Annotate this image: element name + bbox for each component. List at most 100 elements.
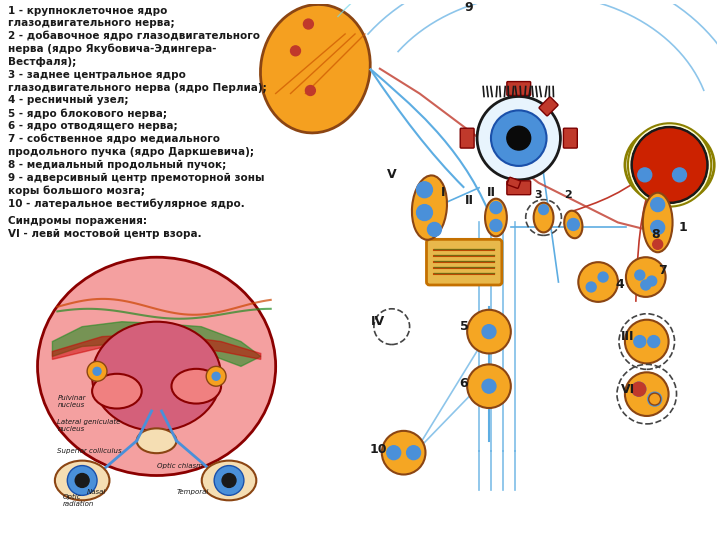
Text: 6 - ядро отводящего нерва;: 6 - ядро отводящего нерва;: [8, 122, 177, 131]
Circle shape: [651, 198, 665, 212]
Polygon shape: [53, 322, 261, 366]
Circle shape: [407, 446, 420, 460]
Circle shape: [632, 127, 707, 202]
Circle shape: [648, 335, 660, 348]
Circle shape: [382, 431, 426, 475]
Ellipse shape: [564, 211, 582, 238]
Text: Pulvinar
nucleus: Pulvinar nucleus: [58, 395, 86, 408]
Text: Синдромы поражения:: Синдромы поражения:: [8, 217, 147, 226]
Text: глазодвигательного нерва;: глазодвигательного нерва;: [8, 18, 174, 28]
FancyBboxPatch shape: [539, 97, 558, 116]
Ellipse shape: [92, 322, 221, 431]
Text: Вестфаля);: Вестфаля);: [8, 57, 76, 67]
FancyBboxPatch shape: [460, 128, 474, 148]
Ellipse shape: [137, 428, 176, 453]
Text: II: II: [464, 194, 474, 207]
Circle shape: [567, 219, 580, 231]
Ellipse shape: [534, 202, 554, 232]
Circle shape: [632, 382, 646, 396]
Circle shape: [648, 392, 662, 406]
Ellipse shape: [55, 461, 109, 501]
Text: 5: 5: [460, 320, 469, 333]
FancyBboxPatch shape: [507, 82, 531, 96]
Circle shape: [651, 220, 665, 234]
Circle shape: [417, 205, 433, 220]
FancyBboxPatch shape: [426, 239, 502, 285]
Text: Temporal: Temporal: [176, 489, 209, 495]
Circle shape: [305, 85, 315, 96]
Text: 8: 8: [652, 228, 660, 241]
Text: 6: 6: [459, 377, 467, 390]
Ellipse shape: [261, 4, 370, 133]
Ellipse shape: [412, 176, 447, 240]
Circle shape: [647, 276, 657, 286]
Circle shape: [586, 282, 596, 292]
Text: Optic chiasm: Optic chiasm: [156, 463, 202, 469]
Text: 2 - добавочное ядро глазодвигательного: 2 - добавочное ядро глазодвигательного: [8, 31, 260, 41]
Circle shape: [632, 127, 707, 202]
Text: 5 - ядро блокового нерва;: 5 - ядро блокового нерва;: [8, 108, 167, 119]
Circle shape: [93, 367, 101, 375]
Text: IV: IV: [371, 315, 385, 328]
Ellipse shape: [92, 374, 142, 409]
Text: 4: 4: [616, 278, 624, 291]
Ellipse shape: [171, 369, 221, 403]
Text: 10: 10: [369, 443, 387, 456]
Text: 1: 1: [678, 221, 687, 234]
Text: 3 - заднее центральное ядро: 3 - заднее центральное ядро: [8, 70, 186, 79]
Polygon shape: [53, 334, 261, 360]
Circle shape: [649, 393, 661, 405]
FancyBboxPatch shape: [507, 177, 521, 188]
Circle shape: [507, 126, 531, 150]
Circle shape: [578, 262, 618, 302]
Text: III: III: [621, 330, 634, 343]
Circle shape: [625, 372, 669, 416]
Text: глазодвигательного нерва (ядро Перлиа);: глазодвигательного нерва (ядро Перлиа);: [8, 83, 266, 92]
Text: 7: 7: [658, 264, 667, 276]
Text: 9: 9: [465, 1, 474, 14]
Text: VI - левй мостовой центр взора.: VI - левй мостовой центр взора.: [8, 230, 202, 239]
Text: 1 - крупноклеточное ядро: 1 - крупноклеточное ядро: [8, 6, 167, 16]
Circle shape: [672, 168, 686, 182]
Text: II: II: [487, 186, 495, 199]
Circle shape: [477, 97, 560, 180]
FancyBboxPatch shape: [564, 128, 577, 148]
Circle shape: [632, 382, 646, 396]
Text: Nasal: Nasal: [87, 489, 107, 495]
Ellipse shape: [485, 199, 507, 237]
Circle shape: [428, 222, 441, 237]
Circle shape: [206, 366, 226, 386]
Circle shape: [67, 465, 97, 495]
Circle shape: [598, 272, 608, 282]
Text: 9 - адверсивный центр премоторной зоны: 9 - адверсивный центр премоторной зоны: [8, 173, 264, 183]
Circle shape: [417, 182, 433, 198]
Circle shape: [291, 46, 300, 56]
Circle shape: [75, 474, 89, 488]
Circle shape: [467, 310, 510, 354]
Circle shape: [467, 364, 510, 408]
Circle shape: [628, 123, 711, 207]
Circle shape: [303, 19, 313, 29]
Text: 8 - медиальный продольный пучок;: 8 - медиальный продольный пучок;: [8, 160, 226, 170]
Text: Lateral geniculate
nucleus: Lateral geniculate nucleus: [58, 420, 121, 433]
Text: коры большого мозга;: коры большого мозга;: [8, 185, 145, 196]
Circle shape: [387, 446, 401, 460]
Circle shape: [222, 474, 236, 488]
Circle shape: [490, 201, 502, 213]
Text: нерва (ядро Якубовича-Эдингера-: нерва (ядро Якубовича-Эдингера-: [8, 44, 216, 54]
FancyBboxPatch shape: [507, 181, 531, 195]
Text: 4 - ресничный узел;: 4 - ресничный узел;: [8, 96, 128, 105]
Text: продольного пучка (ядро Даркшевича);: продольного пучка (ядро Даркшевича);: [8, 147, 253, 157]
Circle shape: [490, 219, 502, 232]
Circle shape: [641, 280, 651, 290]
Ellipse shape: [202, 461, 256, 501]
Circle shape: [634, 335, 646, 348]
Circle shape: [638, 168, 652, 182]
Circle shape: [653, 239, 662, 249]
Circle shape: [482, 379, 496, 393]
Ellipse shape: [643, 193, 672, 252]
Text: I: I: [441, 186, 446, 199]
Text: 10 - латеральное вестибулярное ядро.: 10 - латеральное вестибулярное ядро.: [8, 198, 245, 209]
Text: Optic
radiation: Optic radiation: [63, 494, 94, 507]
Ellipse shape: [37, 257, 276, 476]
